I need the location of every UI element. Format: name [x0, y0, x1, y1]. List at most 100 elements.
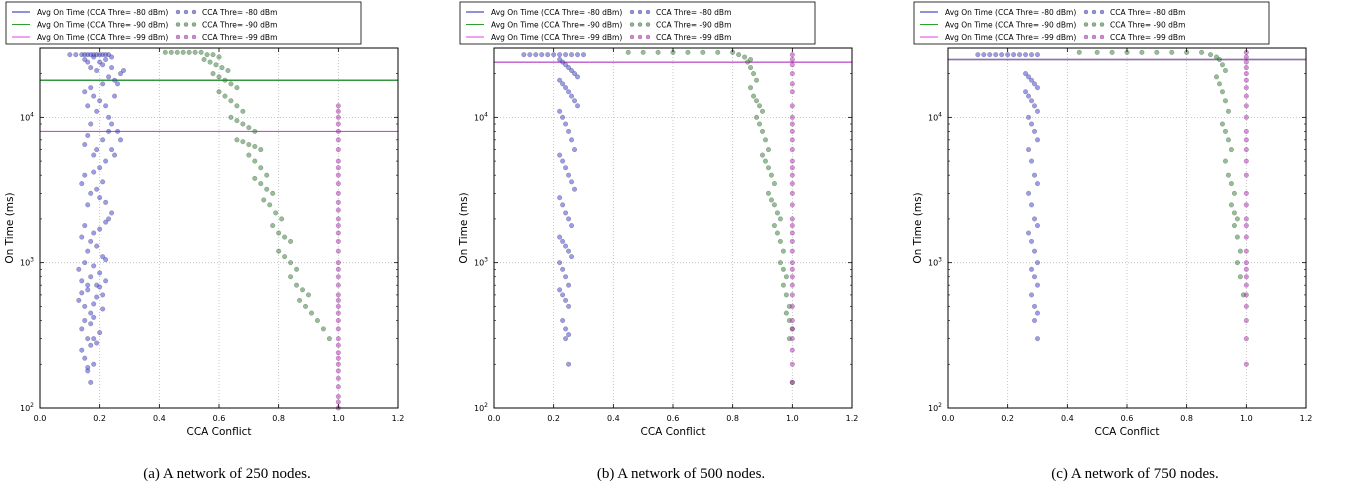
data-point: [572, 147, 578, 153]
data-point: [1031, 303, 1038, 309]
data-point: [1034, 282, 1041, 288]
series-0: [67, 52, 127, 385]
data-point: [118, 137, 124, 143]
data-point: [1222, 98, 1229, 104]
legend-label: CCA Thre= -90 dBm: [656, 21, 731, 30]
data-point: [335, 326, 341, 332]
data-point: [566, 216, 572, 222]
data-point: [557, 56, 563, 63]
data-point: [1216, 56, 1223, 63]
data-point: [557, 152, 563, 158]
data-point: [246, 152, 252, 158]
data-point: [335, 103, 341, 109]
data-point: [563, 243, 569, 249]
data-point: [566, 361, 572, 367]
data-point: [297, 297, 303, 303]
data-point: [207, 59, 213, 65]
data-point: [335, 128, 341, 134]
data-point: [771, 181, 777, 187]
data-point: [76, 266, 82, 272]
y-tick-base: 10: [474, 404, 484, 413]
data-point: [88, 121, 94, 127]
data-point: [1023, 52, 1029, 58]
data-point: [521, 52, 527, 58]
data-point: [335, 238, 341, 244]
data-point: [557, 234, 563, 240]
legend-box: [913, 1, 1270, 45]
data-point: [780, 248, 786, 254]
data-point: [1243, 292, 1249, 298]
data-point: [198, 49, 204, 55]
x-tick-label: 0.0: [488, 414, 501, 423]
data-point: [258, 165, 264, 171]
data-point: [258, 181, 264, 187]
data-point: [987, 52, 993, 58]
data-point: [560, 266, 566, 272]
data-point: [88, 310, 94, 316]
data-point: [569, 93, 575, 99]
data-point: [975, 52, 981, 58]
y-tick-label: 104: [928, 111, 942, 122]
data-point: [789, 147, 795, 153]
data-point: [335, 114, 341, 120]
data-point: [240, 108, 246, 114]
data-point: [88, 238, 94, 244]
data-point: [563, 165, 569, 171]
data-point: [314, 317, 321, 324]
data-point: [1219, 121, 1226, 127]
data-point: [753, 114, 760, 120]
data-point: [335, 181, 341, 187]
data-point: [1139, 49, 1145, 55]
y-tick-base: 10: [928, 259, 938, 268]
data-point: [1243, 223, 1249, 229]
data-point: [76, 297, 82, 303]
data-point: [100, 81, 106, 87]
data-point: [1231, 190, 1237, 196]
data-point: [97, 284, 103, 290]
data-point: [1222, 67, 1229, 74]
data-point: [1028, 266, 1035, 272]
legend-label: Avg On Time (CCA Thre= -90 dBm): [491, 21, 622, 30]
legend-marker-swatch: [191, 34, 197, 40]
legend-marker-swatch: [1099, 34, 1105, 40]
data-point: [335, 282, 341, 288]
data-point: [94, 67, 100, 74]
data-point: [335, 137, 341, 143]
legend-item: CCA Thre= -80 dBm: [629, 8, 731, 17]
data-point: [91, 314, 97, 320]
data-point: [91, 169, 97, 175]
data-point: [563, 274, 569, 280]
data-point: [1243, 137, 1249, 143]
data-point: [85, 282, 91, 288]
data-point: [294, 282, 300, 288]
data-point: [1031, 103, 1038, 109]
data-point: [563, 85, 569, 91]
data-point: [783, 274, 789, 280]
data-point: [566, 282, 572, 288]
data-point: [789, 89, 795, 95]
legend-item: CCA Thre= -99 dBm: [629, 33, 731, 42]
data-point: [759, 152, 766, 158]
y-tick-exponent: 2: [30, 402, 34, 409]
data-point: [82, 355, 88, 361]
data-point: [234, 103, 240, 109]
y-tick-label: 102: [20, 402, 34, 413]
data-point: [103, 158, 109, 164]
legend-marker-swatch: [1099, 9, 1105, 15]
data-point: [335, 355, 341, 361]
data-point: [219, 65, 225, 71]
data-point: [109, 121, 115, 127]
data-point: [563, 121, 569, 127]
data-point: [751, 71, 757, 77]
data-point: [765, 165, 772, 171]
data-point: [789, 230, 795, 236]
data-point: [73, 52, 79, 58]
data-point: [91, 336, 97, 342]
data-point: [91, 361, 97, 367]
y-axis-label: On Time (ms): [912, 192, 924, 263]
data-point: [765, 190, 772, 196]
data-point: [335, 158, 341, 164]
legend-marker-swatch: [645, 22, 651, 27]
data-point: [335, 121, 341, 127]
x-tick-label: 0.4: [153, 414, 166, 423]
